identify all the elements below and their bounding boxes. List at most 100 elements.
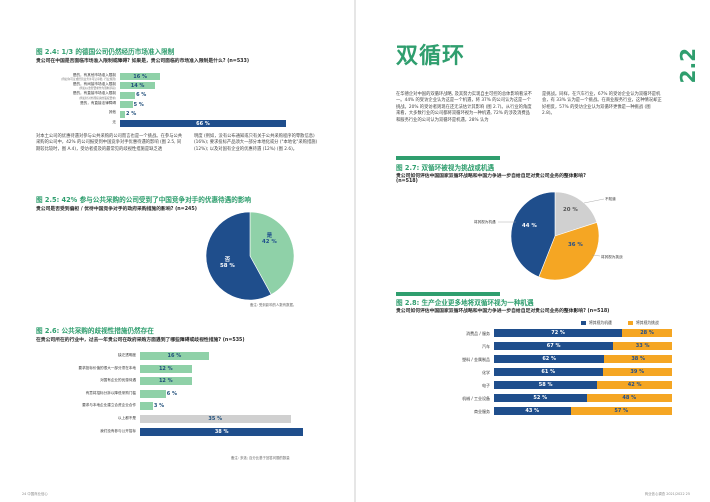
- fig24-category: 是的，有直接市场准入限制 (例如针对外国投资的股权要求): [36, 91, 116, 99]
- fig26-category: 有意将招标分拆以降低采购门槛: [85, 390, 136, 395]
- fig28-bar-challenge: 57 %: [570, 407, 672, 415]
- fig26-value: 6 %: [166, 390, 178, 397]
- fig26-category: 对国有企业的优惠待遇: [100, 378, 136, 383]
- fig28-bar-challenge: 39 %: [602, 368, 672, 376]
- fig28-bar-challenge: 33 %: [613, 342, 672, 350]
- fig27-callout-lines: [498, 198, 605, 257]
- fig24-category-text: 是的，有间接市场准入限制: [72, 81, 116, 86]
- fig27-n: (n=518): [396, 179, 418, 184]
- fig24-value: 2 %: [126, 111, 137, 118]
- fig24-bar: [120, 101, 133, 109]
- fig24-category-text: 是的，有直接市场准入限制: [72, 91, 116, 96]
- fig24-value: 6 %: [136, 92, 147, 99]
- fig24-category: 是的，有直接法律障碍: [36, 101, 116, 105]
- right-page: 双循环 2.2 在华德企对中国的双循环战略, 及其努力实现自主可控的总体影响看法…: [356, 0, 710, 502]
- fig28-title: 图 2.8: 生产企业更多地将双循环视为一种机遇: [396, 299, 534, 307]
- fig26-bar: [140, 402, 153, 411]
- fig24-bar: 14 %: [120, 82, 156, 90]
- fig26-bar: 12 %: [140, 364, 192, 373]
- fig25-label-yes: 是: [266, 233, 273, 239]
- section-title: 双循环: [396, 44, 466, 69]
- fig28-bar-opportunity: 67 %: [494, 342, 614, 350]
- fig28-legend-challenge: 将其视为挑战: [628, 320, 659, 326]
- fig24-bar: 66 %: [120, 120, 286, 127]
- fig28-category: 汽车: [482, 344, 490, 349]
- fig27-value-unknown: 20 %: [563, 207, 578, 213]
- fig27-callout-unknown: 不知道: [605, 197, 616, 201]
- fig25-value-yes: 42 %: [262, 239, 277, 246]
- legend-label-opportunity: 将其视为机遇: [589, 320, 612, 325]
- footer-right: 商业信心调查 2021/2022 25: [644, 492, 690, 496]
- fig24-category-note: (例如针对外国投资的股权要求): [78, 95, 116, 100]
- legend-swatch-challenge: [628, 321, 633, 325]
- fig25-value-no: 58 %: [220, 263, 235, 270]
- fig27-callout-challenge: 将其视为挑战: [601, 255, 623, 259]
- pie25-slice: [249, 211, 295, 295]
- fig27-pie: [510, 191, 600, 281]
- fig26-note: 备注: 多选; 百分比基于回答问题的数量: [231, 456, 290, 460]
- legend-label-challenge: 将其视为挑战: [636, 320, 659, 325]
- fig24-category: 是的，有间接市场准入限制 (例如以监管要求作为限制手段): [36, 82, 116, 90]
- fig28-category: 化学: [482, 370, 490, 375]
- fig25-label-no: 否: [224, 257, 231, 263]
- fig26-bar: 35 %: [140, 415, 291, 423]
- fig24-category-note: (例如许可证或经营业务许可证审批, 行业规则): [61, 76, 116, 81]
- fig26-bar: 12 %: [140, 377, 192, 386]
- pie27-slice: [538, 222, 600, 281]
- fig28-bar-opportunity: 52 %: [494, 394, 587, 402]
- fig26-bar: 16 %: [140, 352, 209, 360]
- fig24-value: 5 %: [133, 101, 144, 108]
- pie25-slice: [205, 211, 272, 301]
- pie27-slice: [510, 191, 556, 278]
- fig27-callout-opportunity: 将其视为机遇: [474, 220, 496, 224]
- fig25-title: 图 2.5: 42% 参与公共采购的公司受到了中国竞争对手的优惠待遇的影响: [36, 196, 252, 204]
- fig25-pie: [205, 211, 295, 301]
- fig24-bar: [120, 110, 126, 118]
- fig27-divider: [396, 156, 500, 160]
- fig28-bar-opportunity: 43 %: [494, 407, 571, 415]
- fig28-legend-opportunity: 将其视为机遇: [581, 320, 612, 326]
- fig26-title: 图 2.6: 公共采购的歧视性措施仍然存在: [36, 327, 154, 335]
- fig24-bar: [120, 91, 136, 99]
- fig28-category: 塑料 / 金属制品: [462, 357, 490, 362]
- fig24-category: 无: [36, 120, 116, 124]
- left-page: 图 2.4: 1/3 的德国公司仍然经历市场准入限制 贵公司在中国是否面临市场准…: [0, 0, 354, 502]
- fig26-category: 要求与本地企业建立合资企业合作: [82, 403, 136, 408]
- footer-left: 24 中国商业信心: [22, 492, 48, 496]
- fig28-category: 机械 / 工业设备: [462, 396, 490, 401]
- fig27-value-challenge: 36 %: [568, 242, 583, 248]
- right-body-col1: 在华德企对中国的双循环战略, 及其努力实现自主可控的总体影响看法不一。44% 的…: [396, 92, 532, 123]
- fig26-category: 要求投标价值的很大一部分须在本地: [78, 365, 137, 370]
- left-body-col1: 对本土公司的优惠待遇对参与公共采购的公司而言也是一个挑战。在参与公共采购的公司中…: [36, 134, 183, 152]
- fig28-bar-challenge: 42 %: [597, 381, 672, 389]
- fig24-subtitle: 贵公司在中国是否面临市场准入限制或障碍? 如果是，贵公司面临的市场准入限制是什么…: [36, 59, 250, 64]
- fig26-value: 3 %: [153, 403, 165, 410]
- fig28-bar-opportunity: 58 %: [494, 381, 598, 389]
- fig27-subtitle: 贵公司如何评估中国国家双循环战略和中国力争进一步自给自足对贵公司业务的整体影响?: [396, 174, 586, 179]
- fig24-bar: 16 %: [120, 73, 161, 80]
- fig28-subtitle: 贵公司如何评估中国国家双循环战略和中国力争进一步自给自足对贵公司业务的整体影响?…: [396, 309, 610, 314]
- left-body-col2: 明度 (例如，没有公布通知或只有关于公共采购程序的零散信息) (16%); 要求…: [194, 134, 318, 152]
- fig26-category: 我们没有参与公开招标: [100, 428, 136, 433]
- fig28-category: 电子: [482, 383, 490, 388]
- fig27-value-opportunity: 44 %: [522, 223, 537, 229]
- fig28-divider: [396, 292, 500, 296]
- fig24-category-note: (例如以监管要求作为限制手段): [78, 86, 116, 91]
- right-body-col2: 是挑战。同样，在汽车行业，67% 的受访企业认为双循环是机会，有 33% 认为是…: [542, 92, 662, 117]
- fig25-subtitle: 贵公司是否受到偏袒 / 优待中国竞争对手的政府采购措施的影响? (n=245): [36, 207, 197, 212]
- fig24-category: 是的，有其他市场准入限制 (例如许可证或经营业务许可证审批, 行业规则): [36, 73, 116, 81]
- fig25-note: 备注: 受到影响的人数有数据。: [250, 303, 297, 307]
- fig28-category: 商业服务: [474, 409, 490, 414]
- fig24-category-text: 其他: [108, 110, 116, 115]
- fig26-category: 缺乏透明度: [118, 353, 136, 357]
- fig24-category-text: 是的，有直接法律障碍: [80, 100, 116, 105]
- fig28-bar-opportunity: 72 %: [494, 329, 623, 337]
- fig28-bar-challenge: 48 %: [586, 394, 672, 402]
- fig24-title: 图 2.4: 1/3 的德国公司仍然经历市场准入限制: [36, 48, 175, 56]
- pie27-slice: [554, 191, 598, 237]
- fig28-bar-opportunity: 62 %: [494, 355, 605, 363]
- fig28-bar-challenge: 38 %: [604, 355, 672, 363]
- fig28-bar-opportunity: 61 %: [494, 368, 603, 376]
- legend-swatch-opportunity: [581, 321, 586, 325]
- fig24-category-text: 是的，有其他市场准入限制: [72, 72, 116, 77]
